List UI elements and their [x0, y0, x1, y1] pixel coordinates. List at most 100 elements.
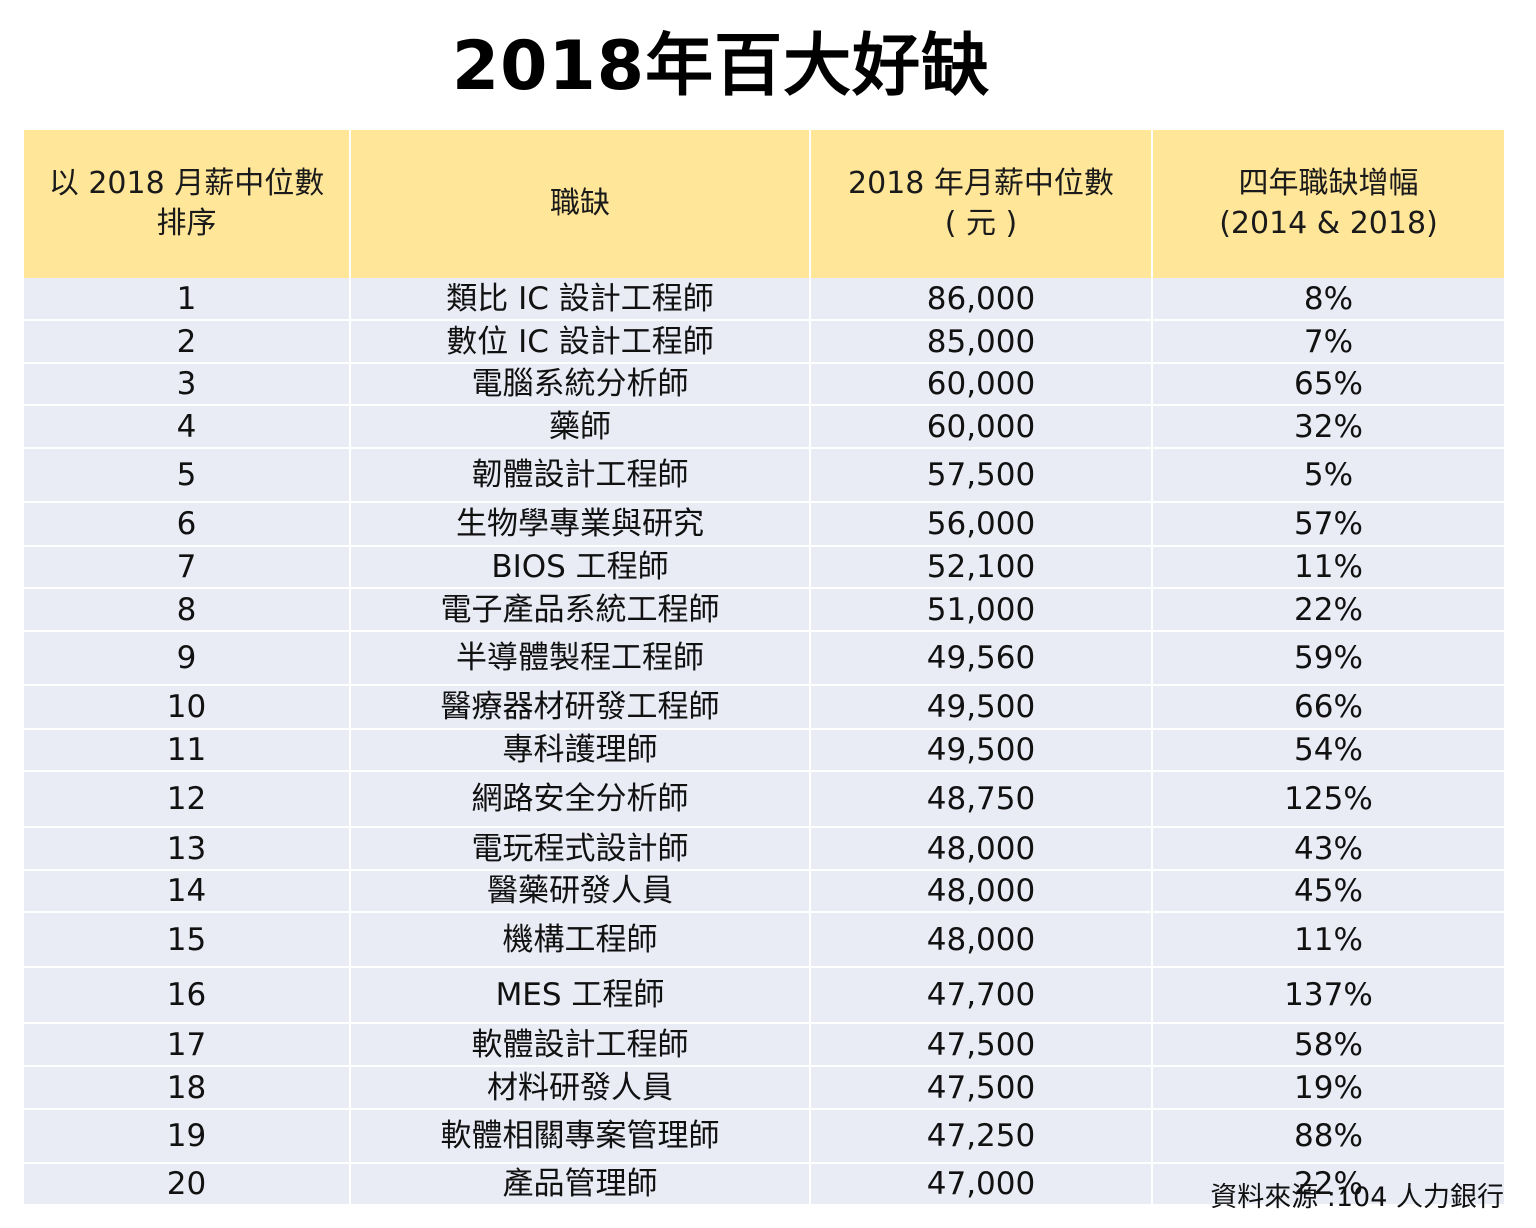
- rank-cell: 16: [24, 966, 351, 1024]
- job-cell: 電玩程式設計師: [349, 826, 811, 871]
- job-cell: 電腦系統分析師: [349, 362, 811, 406]
- job-cell: 軟體設計工程師: [349, 1022, 811, 1067]
- rank-cell: 2: [24, 319, 351, 364]
- salary-cell: 49,500: [809, 728, 1153, 772]
- job-cell: 產品管理師: [349, 1162, 811, 1204]
- header-growth: 四年職缺增幅 (2014 & 2018): [1151, 130, 1504, 278]
- job-cell: 半導體製程工程師: [349, 630, 811, 686]
- table-row: 18 材料研發人員 47,500 19%: [24, 1065, 1504, 1110]
- job-cell: 網路安全分析師: [349, 770, 811, 828]
- table-row: 20 產品管理師 47,000 22%: [24, 1162, 1504, 1204]
- rank-cell: 18: [24, 1065, 351, 1110]
- salary-cell: 47,500: [809, 1022, 1153, 1067]
- salary-cell: 48,000: [809, 911, 1153, 968]
- growth-cell: 22%: [1151, 1162, 1504, 1204]
- salary-cell: 48,000: [809, 826, 1153, 871]
- job-cell: 醫藥研發人員: [349, 869, 811, 913]
- salary-cell: 60,000: [809, 362, 1153, 406]
- table-row: 15 機構工程師 48,000 11%: [24, 911, 1504, 968]
- rank-cell: 13: [24, 826, 351, 871]
- header-salary: 2018 年月薪中位數 ( 元 ): [809, 130, 1153, 278]
- table-row: 12 網路安全分析師 48,750 125%: [24, 770, 1504, 828]
- growth-cell: 11%: [1151, 911, 1504, 968]
- salary-cell: 47,700: [809, 966, 1153, 1024]
- table-row: 14 醫藥研發人員 48,000 45%: [24, 869, 1504, 913]
- salary-cell: 49,500: [809, 684, 1153, 730]
- table-row: 6 生物學專業與研究 56,000 57%: [24, 501, 1504, 547]
- rank-cell: 15: [24, 911, 351, 968]
- rank-cell: 10: [24, 684, 351, 730]
- salary-cell: 47,250: [809, 1108, 1153, 1164]
- growth-cell: 32%: [1151, 404, 1504, 449]
- job-cell: 生物學專業與研究: [349, 501, 811, 547]
- header-rank-line1: 以 2018 月薪中位數: [48, 166, 325, 201]
- growth-cell: 22%: [1151, 587, 1504, 632]
- growth-cell: 58%: [1151, 1022, 1504, 1067]
- rank-cell: 5: [24, 447, 351, 503]
- table-row: 19 軟體相關專案管理師 47,250 88%: [24, 1108, 1504, 1164]
- rank-cell: 20: [24, 1162, 351, 1204]
- salary-cell: 60,000: [809, 404, 1153, 449]
- header-job: 職缺: [349, 130, 811, 278]
- table-row: 13 電玩程式設計師 48,000 43%: [24, 826, 1504, 871]
- salary-cell: 52,100: [809, 545, 1153, 589]
- growth-cell: 137%: [1151, 966, 1504, 1024]
- job-cell: 電子產品系統工程師: [349, 587, 811, 632]
- growth-cell: 8%: [1151, 278, 1504, 321]
- header-job-line1: 職缺: [550, 186, 610, 221]
- job-cell: 材料研發人員: [349, 1065, 811, 1110]
- table-row: 4 藥師 60,000 32%: [24, 404, 1504, 449]
- growth-cell: 65%: [1151, 362, 1504, 406]
- salary-cell: 49,560: [809, 630, 1153, 686]
- table-row: 11 專科護理師 49,500 54%: [24, 728, 1504, 772]
- growth-cell: 66%: [1151, 684, 1504, 730]
- header-rank: 以 2018 月薪中位數 排序: [24, 130, 351, 278]
- growth-cell: 7%: [1151, 319, 1504, 364]
- salary-cell: 48,000: [809, 869, 1153, 913]
- rank-cell: 17: [24, 1022, 351, 1067]
- table-row: 5 韌體設計工程師 57,500 5%: [24, 447, 1504, 503]
- growth-cell: 59%: [1151, 630, 1504, 686]
- page-title: 2018年百大好缺: [451, 27, 991, 106]
- job-cell: 軟體相關專案管理師: [349, 1108, 811, 1164]
- rank-cell: 11: [24, 728, 351, 772]
- table-row: 16 MES 工程師 47,700 137%: [24, 966, 1504, 1024]
- header-growth-line2: (2014 & 2018): [1219, 206, 1438, 241]
- header-rank-line2: 排序: [156, 206, 217, 241]
- rank-cell: 14: [24, 869, 351, 913]
- table-row: 2 數位 IC 設計工程師 85,000 7%: [24, 319, 1504, 364]
- growth-cell: 125%: [1151, 770, 1504, 828]
- table-row: 10 醫療器材研發工程師 49,500 66%: [24, 684, 1504, 730]
- salary-cell: 85,000: [809, 319, 1153, 364]
- job-cell: 韌體設計工程師: [349, 447, 811, 503]
- salary-cell: 56,000: [809, 501, 1153, 547]
- growth-cell: 45%: [1151, 869, 1504, 913]
- job-cell: BIOS 工程師: [349, 545, 811, 589]
- table-header-row: 以 2018 月薪中位數 排序 職缺 2018 年月薪中位數 ( 元 ) 四年職…: [24, 130, 1504, 278]
- rank-cell: 9: [24, 630, 351, 686]
- growth-cell: 88%: [1151, 1108, 1504, 1164]
- job-cell: 醫療器材研發工程師: [349, 684, 811, 730]
- job-cell: 藥師: [349, 404, 811, 449]
- rank-cell: 6: [24, 501, 351, 547]
- salary-cell: 86,000: [809, 278, 1153, 321]
- growth-cell: 11%: [1151, 545, 1504, 589]
- table-row: 1 類比 IC 設計工程師 86,000 8%: [24, 278, 1504, 321]
- rank-cell: 1: [24, 278, 351, 321]
- salary-cell: 47,500: [809, 1065, 1153, 1110]
- job-cell: 數位 IC 設計工程師: [349, 319, 811, 364]
- rank-cell: 4: [24, 404, 351, 449]
- rank-cell: 8: [24, 587, 351, 632]
- growth-cell: 5%: [1151, 447, 1504, 503]
- header-salary-line2: ( 元 ): [944, 206, 1018, 241]
- growth-cell: 57%: [1151, 501, 1504, 547]
- rank-cell: 12: [24, 770, 351, 828]
- rank-cell: 7: [24, 545, 351, 589]
- growth-cell: 19%: [1151, 1065, 1504, 1110]
- rank-cell: 3: [24, 362, 351, 406]
- salary-cell: 47,000: [809, 1162, 1153, 1204]
- salary-cell: 48,750: [809, 770, 1153, 828]
- table-row: 7 BIOS 工程師 52,100 11%: [24, 545, 1504, 589]
- table-row: 3 電腦系統分析師 60,000 65%: [24, 362, 1504, 406]
- job-cell: MES 工程師: [349, 966, 811, 1024]
